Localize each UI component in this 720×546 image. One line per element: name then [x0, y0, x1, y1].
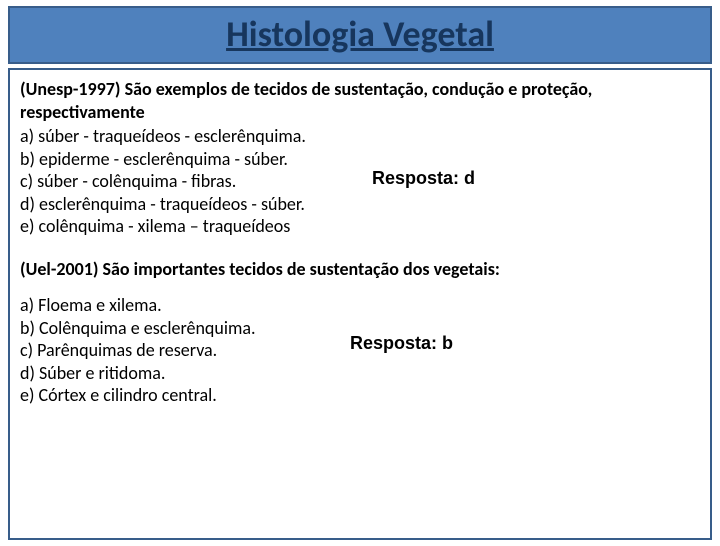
- q1-option-b: b) epiderme - esclerênquima - súber.: [20, 148, 700, 171]
- q1-option-e: e) colênquima - xilema – traqueídeos: [20, 215, 700, 238]
- q1-answer: Resposta: d: [372, 168, 475, 189]
- question-2: (Uel-2001) São importantes tecidos de su…: [20, 258, 700, 407]
- question-1: (Unesp-1997) São exemplos de tecidos de …: [20, 78, 700, 238]
- q2-option-a: a) Floema e xilema.: [20, 294, 700, 317]
- title-banner: Histologia Vegetal: [8, 6, 712, 64]
- q2-answer: Resposta: b: [350, 333, 453, 354]
- q1-option-c: c) súber - colênquima - fibras.: [20, 170, 700, 193]
- q1-option-a: a) súber - traqueídeos - esclerênquima.: [20, 125, 700, 148]
- q1-lead: (Unesp-1997) São exemplos de tecidos de …: [20, 78, 700, 123]
- q2-lead: (Uel-2001) São importantes tecidos de su…: [20, 258, 700, 281]
- q1-option-d: d) esclerênquima - traqueídeos - súber.: [20, 193, 700, 216]
- page-title: Histologia Vegetal: [226, 12, 494, 56]
- q2-option-d: d) Súber e ritidoma.: [20, 362, 700, 385]
- content-box: (Unesp-1997) São exemplos de tecidos de …: [8, 68, 712, 540]
- q2-option-e: e) Córtex e cilindro central.: [20, 384, 700, 407]
